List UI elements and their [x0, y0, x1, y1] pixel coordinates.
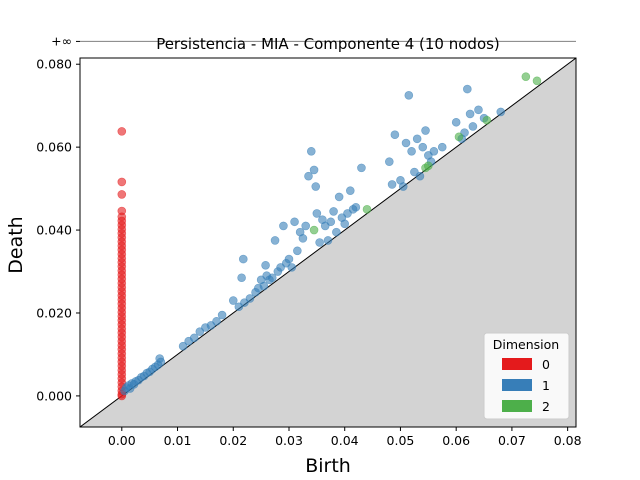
data-point-dim-1 [228, 296, 238, 305]
data-point-dim-1 [334, 192, 344, 202]
y-tick-label: 0.040 [36, 223, 72, 238]
data-point-dim-1 [451, 117, 461, 127]
data-point-dim-1 [345, 186, 355, 195]
x-tick-label: 0.04 [331, 433, 359, 448]
data-point-dim-1 [245, 294, 255, 303]
data-point-dim-1 [474, 105, 483, 115]
data-point-dim-1 [412, 134, 422, 144]
infinity-line: +∞ [51, 33, 576, 48]
data-point-dim-1 [298, 234, 308, 243]
x-tick-label: 0.08 [554, 433, 582, 448]
data-point-dim-1 [212, 316, 221, 326]
data-point-dim-1 [329, 207, 338, 216]
data-point-dim-1 [311, 182, 321, 191]
data-point-dim-1 [156, 357, 166, 367]
data-point-dim-1 [237, 273, 246, 283]
scatter-points [117, 72, 542, 401]
data-point-dim-1 [340, 219, 350, 229]
legend-box [483, 332, 570, 420]
chart-title: Persistencia - MIA - Componente 4 (10 no… [156, 35, 500, 53]
data-point-dim-0 [117, 177, 127, 187]
y-tick-label: 0.000 [36, 388, 72, 403]
data-point-dim-1 [418, 142, 428, 152]
data-point-dim-1 [437, 142, 447, 152]
data-point-dim-1 [404, 91, 414, 100]
data-point-dim-1 [401, 138, 411, 148]
data-point-dim-0 [117, 190, 127, 199]
data-point-dim-1 [301, 221, 311, 231]
x-tick-label: 0.01 [164, 433, 192, 448]
data-point-dim-2 [532, 76, 542, 86]
data-point-dim-1 [238, 254, 248, 264]
data-point-dim-1 [284, 254, 294, 264]
data-point-dim-1 [390, 130, 400, 140]
data-point-dim-1 [398, 182, 408, 191]
legend-swatch-1 [502, 379, 532, 391]
x-tick-label: 0.07 [498, 433, 526, 448]
x-tick-label: 0.05 [387, 433, 415, 448]
data-point-dim-1 [189, 333, 199, 343]
y-tick-label: 0.080 [36, 57, 72, 72]
infinity-tick-label: +∞ [51, 33, 72, 48]
data-point-dim-1 [312, 209, 322, 218]
data-point-dim-1 [270, 236, 280, 245]
data-point-dim-1 [429, 146, 439, 156]
data-point-dim-1 [332, 227, 341, 237]
legend: Dimension 0 1 2 [483, 332, 570, 420]
data-point-dim-2 [482, 115, 492, 125]
data-point-dim-1 [468, 122, 478, 131]
data-point-dim-1 [259, 281, 269, 291]
data-point-dim-0 [117, 127, 127, 136]
data-point-dim-1 [309, 165, 319, 175]
legend-label-1: 1 [542, 378, 550, 393]
x-tick-label: 0.03 [275, 433, 303, 448]
y-tick-label: 0.060 [36, 140, 72, 155]
data-point-dim-1 [306, 146, 316, 156]
data-point-dim-1 [304, 171, 313, 181]
x-tick-label: 0.00 [108, 433, 136, 448]
data-point-dim-1 [290, 217, 299, 227]
data-point-dim-1 [178, 341, 188, 351]
data-point-dim-1 [261, 261, 270, 270]
legend-label-0: 0 [542, 357, 550, 372]
data-point-dim-1 [326, 217, 336, 227]
x-tick-label: 0.02 [219, 433, 247, 448]
data-point-dim-1 [387, 180, 397, 189]
legend-swatch-2 [502, 400, 532, 412]
data-point-dim-1 [407, 146, 416, 156]
data-point-dim-2 [454, 132, 464, 142]
y-axis-ticks: 0.000 0.020 0.040 0.060 0.080 [36, 57, 80, 403]
data-point-dim-2 [521, 72, 531, 81]
data-point-dim-1 [421, 126, 430, 135]
legend-label-2: 2 [542, 399, 550, 414]
y-tick-label: 0.020 [36, 305, 72, 320]
data-point-dim-1 [315, 238, 324, 247]
data-point-dim-1 [385, 157, 394, 166]
data-point-dim-2 [309, 225, 319, 235]
data-point-dim-2 [362, 205, 372, 214]
data-point-dim-1 [357, 163, 366, 173]
data-point-dim-1 [217, 310, 227, 320]
x-axis-ticks: 0.00 0.01 0.02 0.03 0.04 0.05 0.06 0.07 0.08 [108, 427, 582, 448]
legend-swatch-0 [502, 358, 532, 370]
data-point-dim-1 [351, 202, 361, 212]
x-axis-label: Birth [305, 455, 351, 477]
data-point-dim-1 [463, 84, 472, 94]
y-axis-label: Death [5, 216, 27, 273]
data-point-dim-1 [279, 221, 288, 231]
x-tick-label: 0.06 [442, 433, 470, 448]
plot-frame [79, 57, 577, 428]
data-point-dim-1 [465, 109, 475, 119]
data-point-dim-1 [496, 107, 506, 117]
data-point-dim-1 [323, 236, 333, 245]
data-point-dim-1 [287, 263, 297, 272]
data-point-dim-1 [415, 171, 425, 181]
data-point-dim-1 [267, 273, 277, 283]
data-point-dim-2 [424, 161, 433, 171]
data-point-dim-1 [293, 246, 302, 256]
legend-title: Dimension [493, 337, 559, 352]
